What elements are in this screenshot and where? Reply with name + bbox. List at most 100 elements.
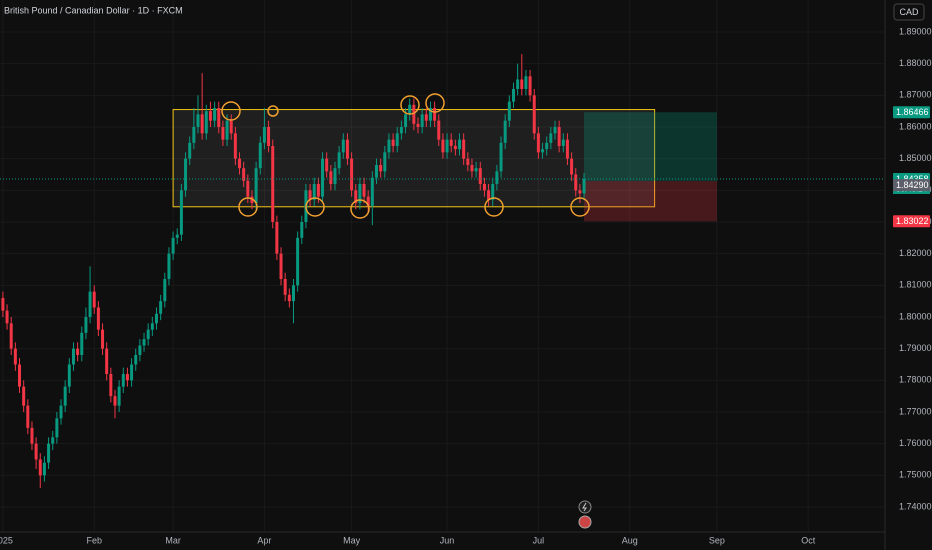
candle-body bbox=[499, 142, 503, 172]
candle-body bbox=[445, 139, 449, 153]
swing-marker bbox=[305, 197, 325, 217]
candle-body bbox=[271, 145, 275, 222]
candle-body bbox=[362, 183, 366, 197]
candle-body bbox=[55, 418, 59, 438]
candle-body bbox=[404, 114, 408, 127]
candle-body bbox=[507, 101, 511, 121]
candle-body bbox=[578, 190, 582, 194]
candle-body bbox=[478, 168, 482, 184]
candle-body bbox=[279, 253, 283, 279]
x-tick-label: Oct bbox=[801, 535, 816, 545]
candle-body bbox=[109, 373, 113, 397]
y-tick-label: 1.82000 bbox=[899, 248, 932, 258]
candle-body bbox=[491, 183, 495, 200]
candle-body bbox=[221, 126, 225, 140]
candle-body bbox=[520, 79, 524, 89]
candle-body bbox=[511, 88, 515, 102]
stop-zone bbox=[584, 181, 717, 222]
candle-body bbox=[142, 339, 146, 346]
x-tick-label: Sep bbox=[709, 535, 725, 545]
candle-body bbox=[150, 323, 154, 330]
currency-button[interactable] bbox=[893, 3, 925, 21]
candle-body bbox=[105, 348, 109, 374]
x-tick-label: Aug bbox=[622, 535, 638, 545]
candle-body bbox=[470, 164, 474, 172]
candle-body bbox=[291, 285, 295, 302]
y-tick-label: 1.85000 bbox=[899, 153, 932, 163]
candle-body bbox=[196, 114, 200, 127]
candle-body bbox=[225, 120, 229, 140]
candle-body bbox=[26, 405, 30, 428]
currency-label: CAD bbox=[899, 7, 919, 17]
candle-body bbox=[462, 139, 466, 159]
candle-body bbox=[22, 386, 26, 406]
candle-body bbox=[495, 171, 499, 184]
event-icon[interactable] bbox=[578, 500, 592, 514]
candle-body bbox=[528, 76, 532, 96]
candle-body bbox=[246, 180, 250, 197]
candle-body bbox=[541, 149, 545, 153]
y-tick-label: 1.76000 bbox=[899, 438, 932, 448]
candle-body bbox=[71, 348, 75, 365]
icon-bolt bbox=[582, 502, 587, 512]
candle-body bbox=[275, 221, 279, 254]
candle-body bbox=[238, 158, 242, 169]
y-tick-label: 1.75000 bbox=[899, 470, 932, 480]
candle-body bbox=[96, 307, 100, 330]
candle-body bbox=[121, 373, 125, 387]
candle-body bbox=[391, 139, 395, 146]
candle-body bbox=[229, 120, 233, 134]
event-icon[interactable] bbox=[578, 515, 592, 529]
candle-body bbox=[428, 107, 432, 121]
candle-body bbox=[38, 459, 42, 476]
candle-body bbox=[316, 183, 320, 197]
candle-body bbox=[350, 158, 354, 191]
y-tick-label: 1.79000 bbox=[899, 343, 932, 353]
y-tick-label: 1.78000 bbox=[899, 375, 932, 385]
candle-body bbox=[130, 364, 134, 381]
candle-body bbox=[18, 364, 22, 387]
candle-body bbox=[524, 76, 528, 89]
candle-body bbox=[88, 291, 92, 317]
candle-body bbox=[208, 111, 212, 121]
candle-body bbox=[146, 329, 150, 340]
target-zone bbox=[584, 112, 717, 182]
swing-marker bbox=[221, 101, 241, 121]
swing-marker bbox=[400, 95, 420, 115]
candle-body bbox=[308, 190, 312, 200]
candle-body bbox=[408, 104, 412, 115]
swing-marker bbox=[238, 197, 258, 217]
candle-body bbox=[30, 427, 34, 444]
y-tick-label: 1.74000 bbox=[899, 501, 932, 511]
candle-body bbox=[163, 278, 167, 302]
candle-body bbox=[487, 190, 491, 200]
candle-body bbox=[582, 178, 586, 194]
candle-body bbox=[321, 158, 325, 197]
candle-body bbox=[374, 164, 378, 178]
candle-body bbox=[117, 386, 121, 406]
y-tick-label: 1.89000 bbox=[899, 26, 932, 36]
candle-body bbox=[516, 79, 520, 89]
x-tick-label: Mar bbox=[165, 535, 181, 545]
candle-body bbox=[179, 190, 183, 235]
candle-body bbox=[300, 221, 304, 238]
candle-body bbox=[557, 126, 561, 146]
candle-body bbox=[125, 373, 129, 381]
candle-body bbox=[217, 107, 221, 127]
candle-body bbox=[366, 196, 370, 207]
candle-body bbox=[188, 142, 192, 159]
candle-body bbox=[387, 139, 391, 153]
candle-body bbox=[329, 171, 333, 184]
candle-body bbox=[101, 329, 105, 349]
target-price-label: 1.86466 bbox=[896, 107, 929, 117]
candle-body bbox=[138, 345, 142, 355]
candle-body bbox=[395, 133, 399, 146]
candle-body bbox=[532, 95, 536, 134]
candle-body bbox=[9, 323, 13, 349]
candle-body bbox=[1, 297, 5, 311]
candle-body bbox=[503, 120, 507, 143]
x-tick-label: Jun bbox=[440, 535, 455, 545]
candle-body bbox=[553, 126, 557, 134]
candle-body bbox=[482, 183, 486, 191]
